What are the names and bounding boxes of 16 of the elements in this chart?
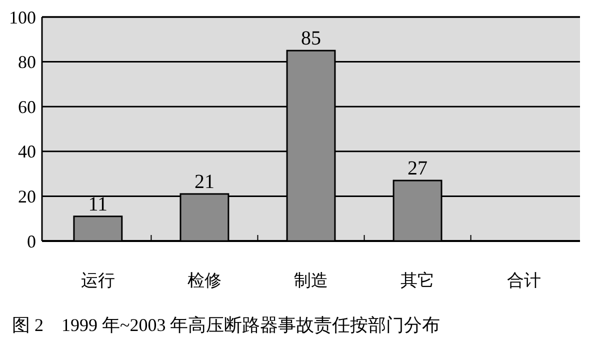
y-tick-label: 100 (9, 7, 36, 28)
x-tick-label: 其它 (400, 271, 435, 290)
x-tick-label: 检修 (187, 271, 222, 290)
x-tick-label: 制造 (294, 271, 328, 290)
data-label: 85 (301, 28, 321, 50)
y-tick-label: 20 (18, 186, 36, 206)
x-tick-label: 合计 (507, 271, 542, 290)
data-label: 21 (194, 170, 214, 193)
data-label: 11 (88, 193, 108, 216)
text: 图 2 1999 年~2003 年高压断路器事故责任按部门分布 (12, 315, 440, 335)
y-tick-label: 0 (27, 231, 36, 252)
y-tick-label: 40 (18, 142, 36, 162)
x-tick-label: 运行 (80, 271, 115, 290)
data-label: 27 (408, 158, 428, 180)
y-tick-label: 60 (18, 96, 36, 117)
y-tick-label: 80 (18, 52, 36, 72)
